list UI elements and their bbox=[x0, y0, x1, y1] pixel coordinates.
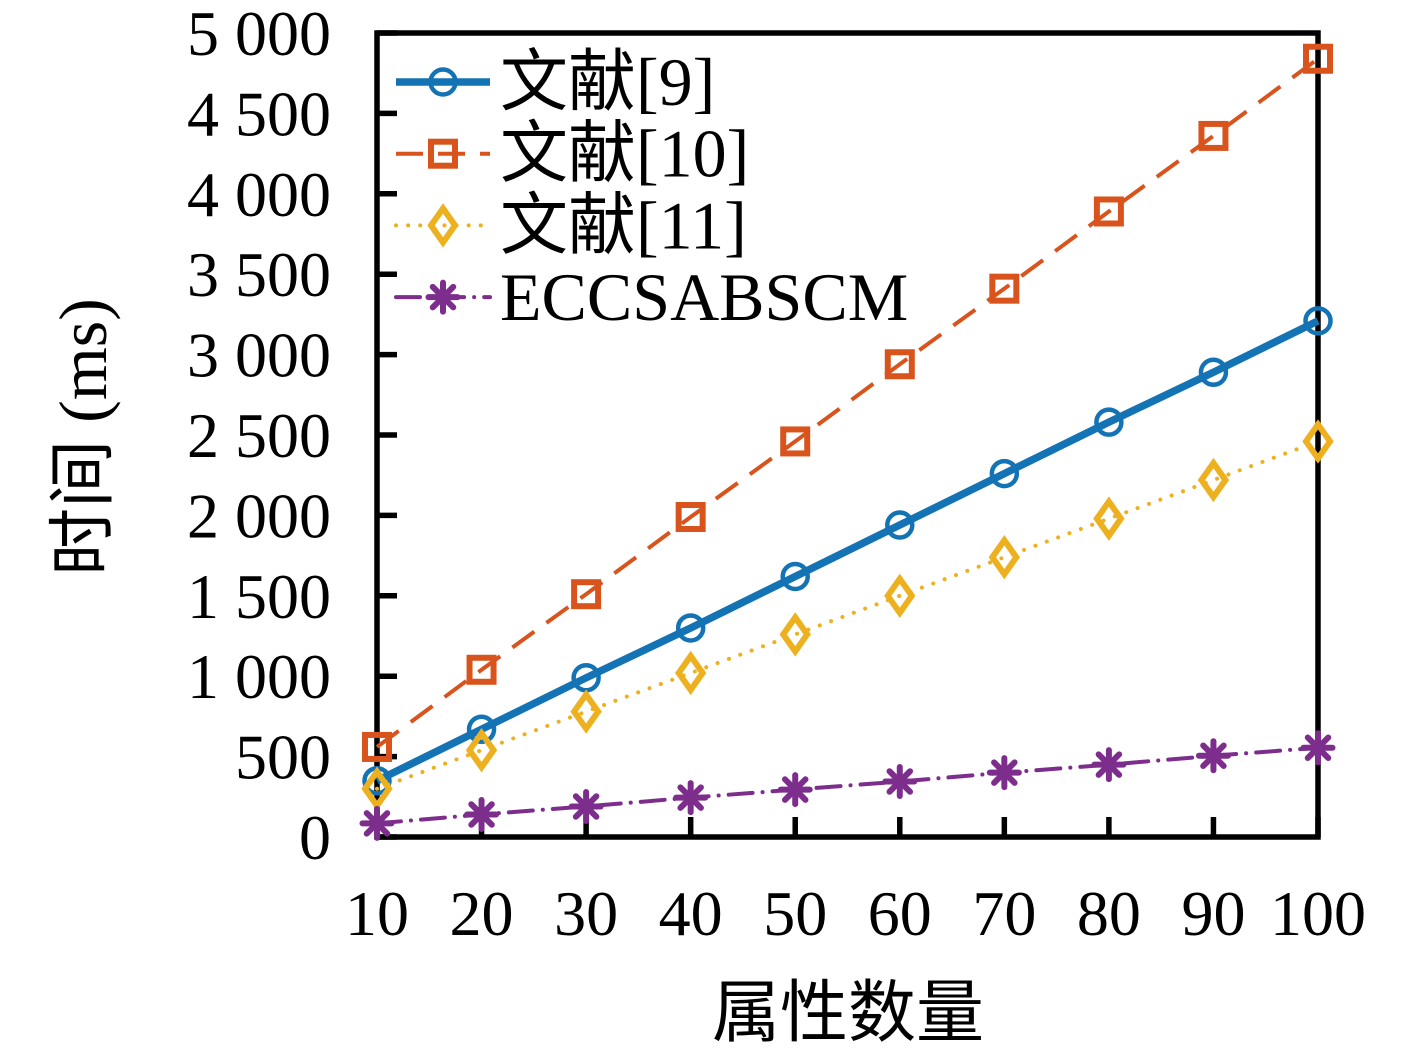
series-3-marker bbox=[1300, 730, 1336, 766]
y-tick-label: 5 000 bbox=[187, 0, 331, 69]
x-tick-label: 50 bbox=[763, 878, 827, 949]
x-tick-label: 30 bbox=[554, 878, 618, 949]
series-1-marker bbox=[884, 349, 915, 380]
series-2-marker bbox=[1302, 419, 1334, 464]
legend-item-2: 文献[11] bbox=[394, 187, 747, 263]
series-2-marker bbox=[1197, 457, 1230, 503]
x-tick-label: 20 bbox=[450, 878, 514, 949]
legend-label: 文献[10] bbox=[500, 116, 749, 192]
series-1-marker bbox=[675, 502, 706, 533]
series-2-marker bbox=[1093, 496, 1125, 541]
x-tick-label: 90 bbox=[1181, 878, 1245, 949]
series-0-marker bbox=[1198, 357, 1229, 388]
series-0 bbox=[362, 306, 1333, 796]
x-tick-label: 40 bbox=[659, 878, 723, 949]
series-3-marker bbox=[1195, 738, 1231, 774]
series-3-marker bbox=[1091, 747, 1127, 783]
plot-area: 0 500 1 000 1 500 2 000 2 500 3 000 3 500 4 000 4… bbox=[187, 0, 1366, 949]
series-0-marker bbox=[466, 714, 497, 745]
series-1-marker bbox=[362, 731, 392, 762]
series-1-marker bbox=[1303, 43, 1333, 74]
y-tick-label: 2 500 bbox=[187, 400, 331, 471]
legend: 文献[9]文献[10]文献[11]ECCSABSCM bbox=[394, 44, 908, 335]
series-2-marker bbox=[361, 766, 393, 811]
x-tick-label: 10 bbox=[345, 878, 409, 949]
y-tick-label: 0 bbox=[299, 802, 331, 873]
series-0-marker bbox=[885, 510, 915, 540]
legend-marker bbox=[427, 203, 459, 248]
series-2-marker bbox=[779, 612, 811, 657]
series-3 bbox=[359, 730, 1336, 841]
y-tick-label: 3 500 bbox=[187, 239, 331, 310]
legend-item-3: ECCSABSCM bbox=[394, 259, 908, 335]
series-2 bbox=[361, 419, 1334, 811]
y-tick-label: 3 000 bbox=[187, 320, 331, 391]
series-3-marker bbox=[673, 780, 709, 816]
series-0-marker bbox=[675, 613, 706, 643]
x-tick-label: 70 bbox=[972, 878, 1036, 949]
series-3-marker bbox=[568, 788, 604, 824]
legend-item-1: 文献[10] bbox=[396, 116, 749, 192]
legend-label: ECCSABSCM bbox=[500, 259, 908, 335]
series-1-marker bbox=[780, 426, 811, 457]
series-2-marker bbox=[570, 689, 602, 734]
series-1-marker bbox=[1093, 196, 1124, 227]
series-2-marker bbox=[465, 727, 498, 773]
y-tick-label: 2 000 bbox=[187, 480, 331, 551]
series-3-marker bbox=[359, 805, 395, 841]
legend-marker bbox=[428, 138, 458, 169]
x-axis-label: 属性数量 bbox=[712, 975, 984, 1050]
series-0-marker bbox=[989, 458, 1020, 489]
legend-marker bbox=[425, 279, 461, 315]
series-line-1 bbox=[375, 57, 1320, 749]
y-tick-label: 1 500 bbox=[187, 561, 331, 632]
y-tick-label: 1 000 bbox=[187, 641, 331, 712]
series-1 bbox=[362, 43, 1333, 762]
series-3-marker bbox=[986, 755, 1022, 791]
series-0-marker bbox=[1303, 306, 1333, 336]
y-axis-label: 时间 (ms) bbox=[45, 298, 121, 576]
series-line-0 bbox=[375, 317, 1320, 785]
series-2-marker bbox=[674, 650, 707, 696]
legend-label: 文献[11] bbox=[500, 187, 747, 263]
legend-item-0: 文献[9] bbox=[396, 44, 715, 120]
series-1-marker bbox=[1198, 120, 1229, 151]
x-tick-label: 80 bbox=[1077, 878, 1141, 949]
series-0-marker bbox=[780, 561, 810, 592]
legend-label: 文献[9] bbox=[500, 44, 715, 120]
y-tick-label: 4 000 bbox=[187, 159, 331, 230]
series-2-marker bbox=[884, 573, 916, 619]
series-line-3 bbox=[375, 745, 1320, 826]
series-3-marker bbox=[882, 764, 918, 800]
x-tick-label: 60 bbox=[868, 878, 932, 949]
series-1-marker bbox=[989, 273, 1020, 304]
series-3-marker bbox=[777, 772, 813, 808]
y-tick-label: 4 500 bbox=[187, 78, 331, 149]
series-0-marker bbox=[1094, 407, 1124, 437]
series-1-marker bbox=[466, 654, 497, 685]
legend-marker bbox=[428, 67, 458, 97]
series-1-marker bbox=[571, 579, 602, 610]
series-2-marker bbox=[988, 535, 1021, 580]
series-line-2 bbox=[375, 439, 1320, 791]
x-tick-label: 100 bbox=[1270, 878, 1366, 949]
y-tick-label: 500 bbox=[235, 722, 331, 793]
series-3-marker bbox=[464, 796, 500, 832]
